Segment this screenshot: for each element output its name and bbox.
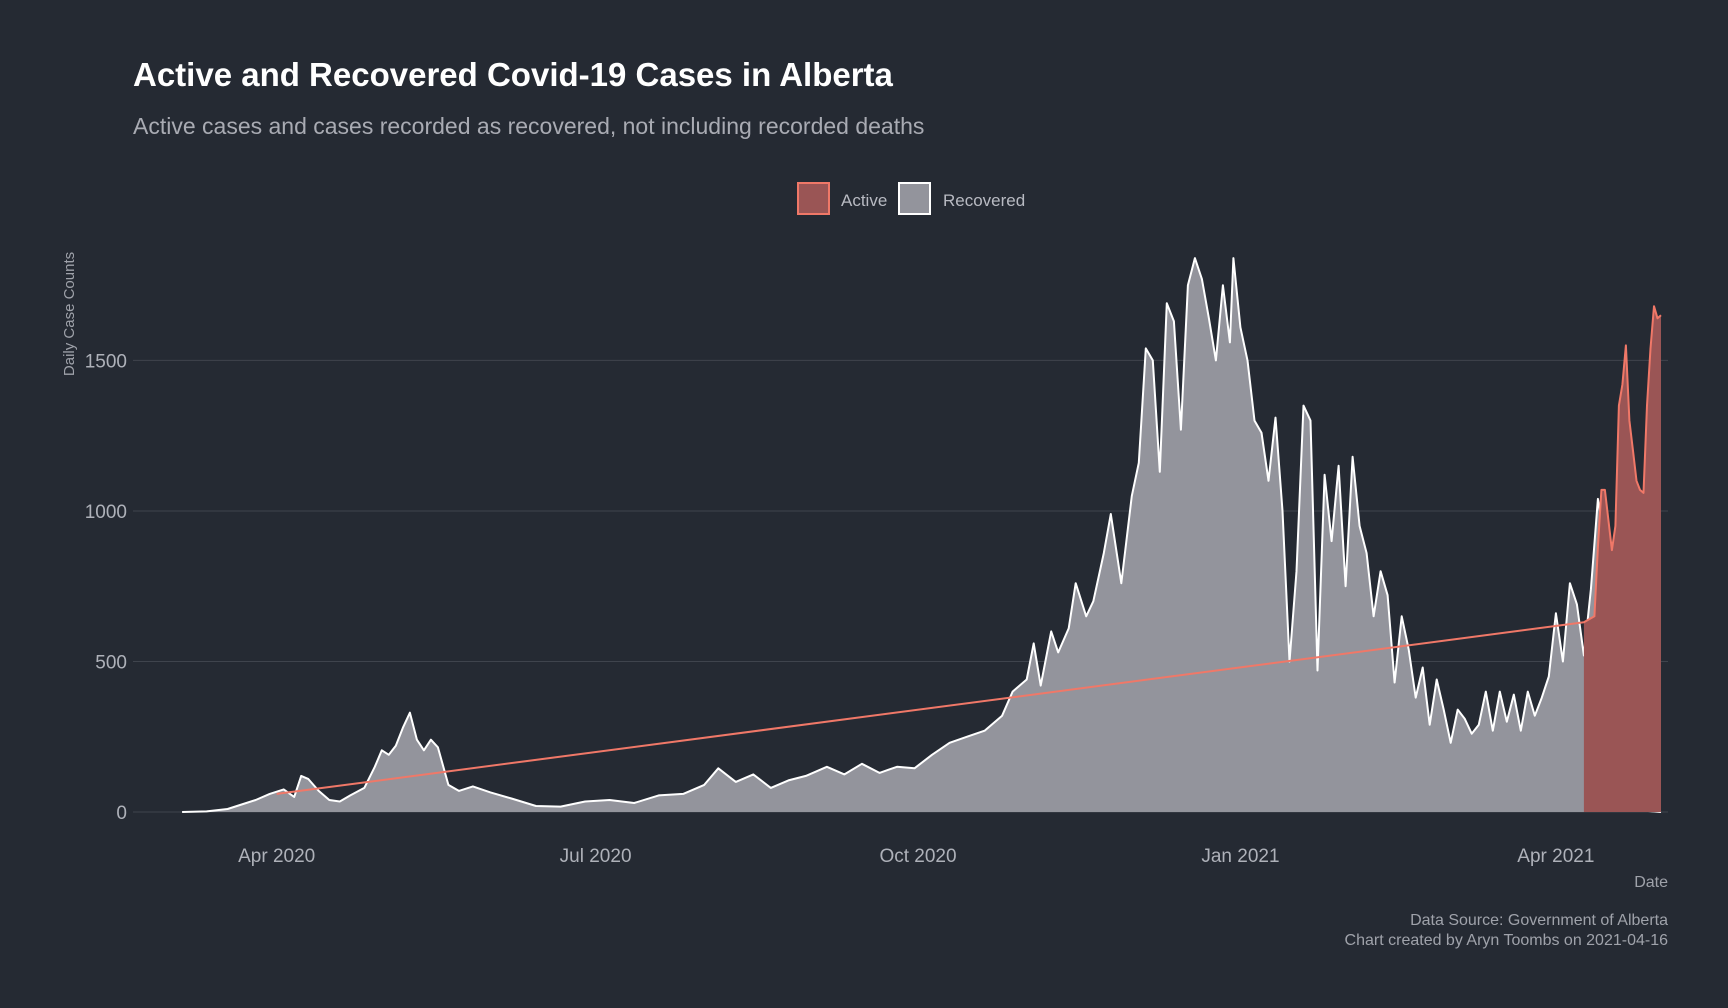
y-axis-title: Daily Case Counts [61,252,78,376]
x-tick-label: Jul 2020 [560,846,632,867]
legend-key-recovered [898,182,931,215]
y-tick-label: 500 [95,652,127,673]
recovered-area [182,258,1662,813]
y-tick-label: 1000 [85,502,127,523]
y-tick-label: 0 [116,803,127,824]
y-axis: 0 500 1000 1500 [85,351,127,824]
y-tick-label: 1500 [85,351,127,372]
chart-subtitle: Active cases and cases recorded as recov… [133,113,924,139]
legend-label-recovered: Recovered [943,191,1025,210]
x-tick-label: Apr 2021 [1517,846,1594,867]
active-area [1583,306,1661,812]
x-tick-label: Apr 2020 [238,846,315,867]
x-tick-label: Jan 2021 [1201,846,1279,867]
recovered-line [182,257,1662,813]
caption-credit: Chart created by Aryn Toombs on 2021-04-… [1345,932,1669,949]
legend-label-active: Active [841,191,887,210]
series-active [276,305,1662,812]
caption-source: Data Source: Government of Alberta [1410,912,1668,929]
chart-title: Active and Recovered Covid-19 Cases in A… [133,56,894,93]
legend-key-active [797,182,830,215]
active-line [276,305,1662,795]
x-axis: Apr 2020 Jul 2020 Oct 2020 Jan 2021 Apr 2021 [238,846,1594,867]
x-axis-title: Date [1634,874,1668,891]
legend: Active Recovered [797,182,1025,215]
series-recovered [182,257,1662,813]
x-tick-label: Oct 2020 [879,846,956,867]
